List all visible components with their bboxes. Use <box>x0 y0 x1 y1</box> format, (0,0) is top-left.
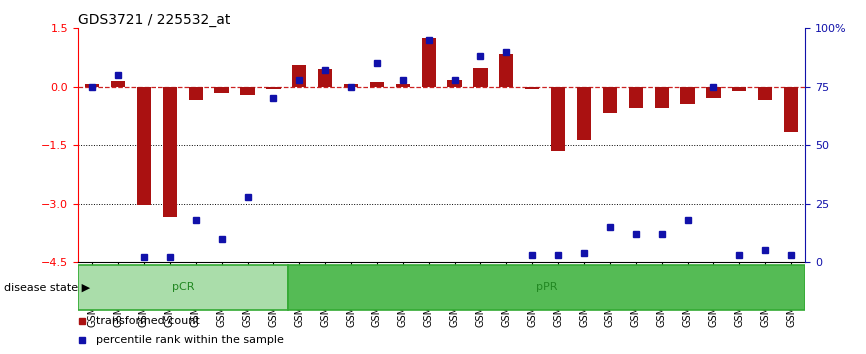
Text: disease state ▶: disease state ▶ <box>4 282 90 292</box>
Bar <box>681 87 695 104</box>
Bar <box>163 87 177 217</box>
Bar <box>111 81 126 87</box>
Bar <box>370 82 384 87</box>
Bar <box>288 264 805 310</box>
Bar <box>500 54 514 87</box>
Bar <box>707 87 721 98</box>
Bar <box>241 87 255 95</box>
Bar <box>474 68 488 87</box>
Bar <box>85 84 100 87</box>
Text: transformed count: transformed count <box>96 316 200 326</box>
Bar <box>318 69 333 87</box>
Bar <box>784 87 798 131</box>
Bar <box>344 84 359 87</box>
Bar <box>448 80 462 87</box>
Bar <box>733 87 746 91</box>
Bar <box>758 87 772 101</box>
Bar <box>422 38 436 87</box>
Text: pPR: pPR <box>536 282 557 292</box>
Bar <box>137 87 151 205</box>
Text: percentile rank within the sample: percentile rank within the sample <box>96 335 284 345</box>
Bar <box>215 87 229 93</box>
Bar <box>396 84 410 87</box>
Bar <box>78 264 288 310</box>
Bar <box>266 87 281 89</box>
Bar <box>292 65 307 87</box>
Bar <box>577 87 591 141</box>
Bar <box>551 87 565 151</box>
Bar <box>655 87 669 108</box>
Text: GDS3721 / 225532_at: GDS3721 / 225532_at <box>78 13 230 27</box>
Bar <box>189 87 203 101</box>
Bar <box>525 87 540 89</box>
Bar <box>603 87 617 113</box>
Text: pCR: pCR <box>171 282 194 292</box>
Bar <box>629 87 643 108</box>
